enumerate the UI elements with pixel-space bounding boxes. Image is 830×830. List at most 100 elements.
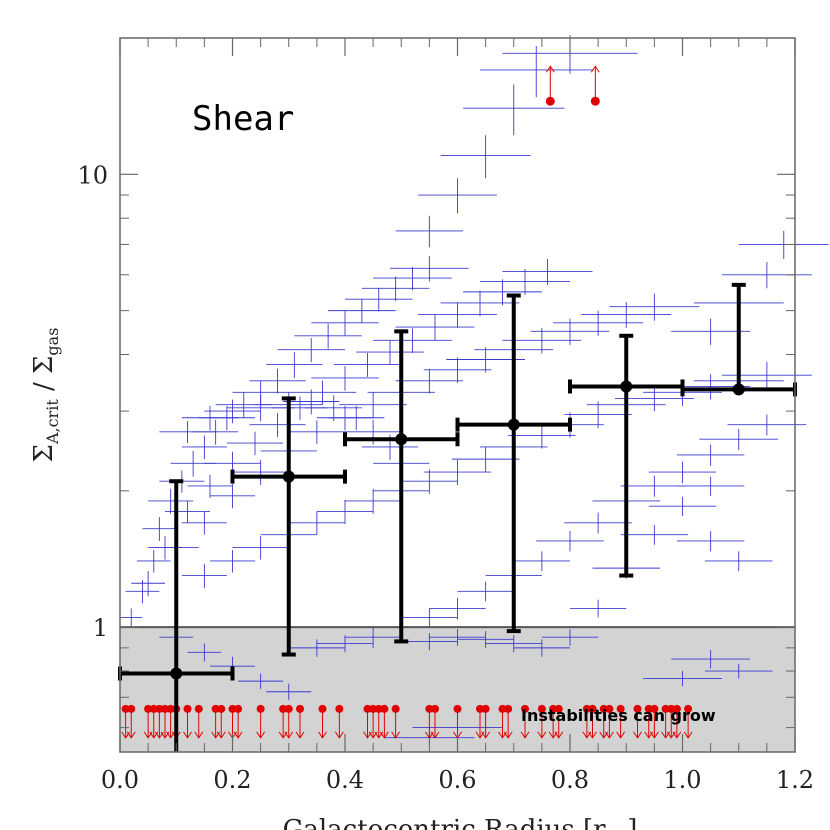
- upper-limit: [599, 704, 609, 739]
- upper-limit-arrowhead: [588, 731, 597, 739]
- individual-point: [418, 302, 497, 328]
- upper-limit: [672, 704, 682, 739]
- lower-limit: [545, 65, 555, 106]
- individual-point: [204, 399, 261, 424]
- upper-limit: [183, 704, 192, 739]
- individual-point: [288, 420, 345, 444]
- upper-limit: [379, 704, 389, 739]
- individual-point: [316, 635, 374, 653]
- individual-point: [429, 629, 486, 646]
- upper-limit: [588, 704, 597, 739]
- x-tick-label: 0.0: [101, 766, 139, 794]
- binned-point: [230, 396, 347, 657]
- individual-point: [361, 276, 430, 302]
- upper-limit-arrowhead: [379, 731, 389, 739]
- individual-point: [125, 580, 160, 604]
- individual-point: [463, 279, 542, 306]
- individual-point: [311, 366, 379, 391]
- individual-point: [249, 368, 306, 394]
- individual-point: [648, 496, 717, 516]
- binned-point-marker: [732, 383, 745, 396]
- x-axis-title: Galactocentric Radius [r25]: [283, 815, 638, 830]
- binned-point-marker: [282, 470, 295, 483]
- individual-point: [210, 484, 255, 509]
- y-axis-title: ΣA,crit / Σgas: [29, 328, 62, 463]
- individual-point: [328, 299, 396, 323]
- upper-limit: [537, 704, 547, 739]
- individual-point: [671, 650, 750, 669]
- individual-point: [676, 444, 745, 466]
- upper-limit: [633, 704, 642, 739]
- individual-point: [136, 550, 171, 573]
- upper-limit: [616, 704, 626, 739]
- upper-limit-arrowhead: [537, 731, 547, 739]
- individual-point: [181, 511, 227, 535]
- upper-limit-arrowhead: [649, 731, 659, 739]
- upper-limit: [503, 704, 513, 739]
- individual-point: [238, 673, 284, 690]
- individual-point: [187, 643, 222, 662]
- individual-point: [699, 428, 779, 451]
- binned-point-marker: [395, 433, 408, 446]
- y-tick-label: 1: [93, 614, 108, 642]
- upper-limit-arrowhead: [216, 731, 226, 739]
- upper-limit: [194, 704, 204, 739]
- upper-limit: [256, 704, 266, 739]
- upper-limit-arrowhead: [233, 731, 243, 739]
- x-tick-label: 1.0: [663, 766, 701, 794]
- individual-point: [423, 459, 492, 486]
- upper-limit-arrowhead: [126, 731, 136, 739]
- x-tick-label: 1.2: [776, 766, 814, 794]
- upper-limit: [126, 704, 136, 739]
- individual-point: [738, 230, 829, 260]
- upper-limit-arrowhead: [183, 731, 192, 739]
- individual-point: [288, 511, 345, 535]
- individual-point: [266, 352, 323, 378]
- individual-point: [643, 671, 722, 687]
- x-axis-title-main: Galactocentric Radius [r: [283, 815, 607, 830]
- upper-limit-arrowhead: [284, 731, 294, 739]
- upper-limit: [520, 704, 530, 739]
- individual-point: [328, 405, 385, 431]
- upper-limit: [284, 704, 294, 739]
- upper-limit-arrowhead: [295, 731, 305, 739]
- individual-point: [620, 525, 689, 545]
- lower-limit: [590, 65, 600, 106]
- upper-limit: [430, 704, 440, 739]
- individual-point: [395, 215, 464, 248]
- individual-point: [457, 581, 514, 602]
- lower-limit-arrowhead: [590, 65, 600, 73]
- individual-point: [564, 401, 632, 429]
- individual-point: [502, 259, 593, 285]
- upper-limit-arrowhead: [672, 731, 682, 739]
- x-tick-label: 0.4: [326, 766, 364, 794]
- upper-limit: [453, 704, 462, 739]
- individual-point: [401, 469, 458, 494]
- axis-ticks: 0.0 0.2 0.4 0.6 0.8 1.0 1.2 1 10: [77, 37, 814, 794]
- individual-point: [210, 550, 255, 573]
- y-axis-sigma-2: Σ: [29, 356, 59, 374]
- upper-limit-arrowhead: [683, 731, 693, 739]
- individual-point: [457, 631, 514, 648]
- individual-point: [485, 635, 542, 653]
- binned-point: [343, 329, 460, 644]
- individual-point: [418, 178, 497, 214]
- individual-point: [480, 46, 593, 98]
- plot-area: [118, 35, 829, 752]
- individual-point: [232, 535, 289, 560]
- individual-point: [249, 413, 306, 437]
- y-axis-sub-1: A,crit: [43, 399, 62, 445]
- binned-point-marker: [170, 667, 183, 680]
- upper-limit-arrowhead: [520, 731, 530, 739]
- upper-limit: [216, 704, 226, 739]
- upper-limit: [374, 704, 384, 739]
- individual-point: [373, 328, 452, 354]
- x-tick-label: 0.6: [438, 766, 476, 794]
- individual-point: [316, 499, 374, 524]
- individual-point: [181, 563, 227, 589]
- individual-point: [277, 338, 345, 363]
- individual-point: [266, 683, 312, 701]
- upper-limit: [604, 704, 614, 739]
- individual-point: [283, 389, 340, 415]
